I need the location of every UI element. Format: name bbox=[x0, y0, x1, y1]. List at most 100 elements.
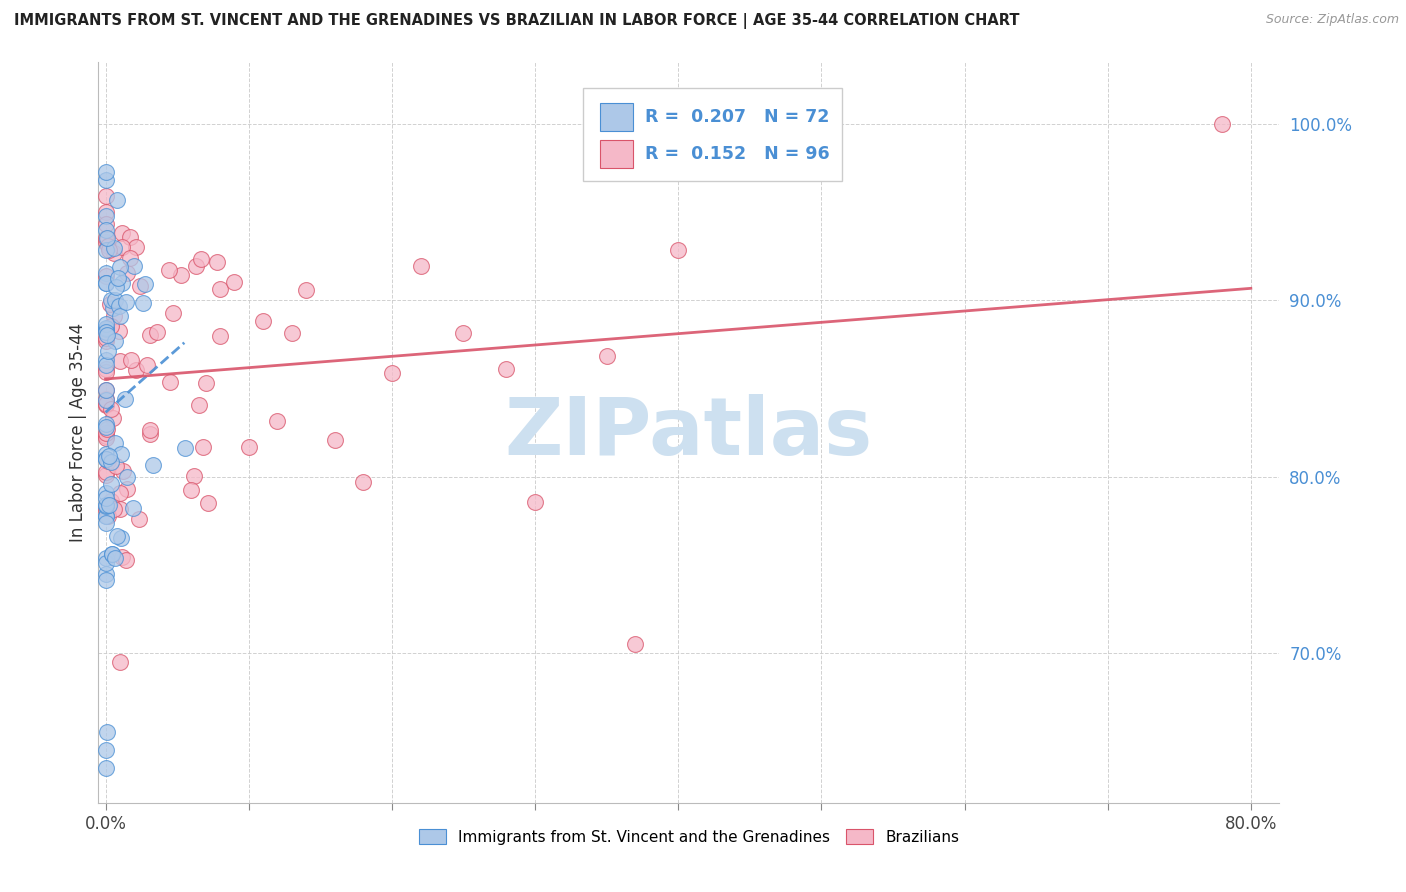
Point bbox=[94, 550, 117, 565]
Text: Source: ZipAtlas.com: Source: ZipAtlas.com bbox=[1265, 13, 1399, 27]
Point bbox=[131, 296, 153, 310]
Point bbox=[94, 428, 117, 442]
Point bbox=[114, 553, 136, 567]
Point bbox=[94, 509, 117, 524]
Point bbox=[94, 353, 117, 368]
Point bbox=[94, 465, 117, 479]
Point bbox=[174, 441, 197, 455]
Point bbox=[94, 447, 117, 461]
Point bbox=[104, 459, 127, 474]
Point bbox=[139, 426, 162, 441]
Point bbox=[118, 251, 141, 265]
Point bbox=[94, 244, 117, 258]
Point bbox=[98, 243, 121, 257]
Point bbox=[111, 227, 134, 241]
Point bbox=[98, 450, 121, 464]
Point bbox=[94, 322, 117, 336]
FancyBboxPatch shape bbox=[600, 140, 634, 169]
Text: IMMIGRANTS FROM ST. VINCENT AND THE GRENADINES VS BRAZILIAN IN LABOR FORCE | AGE: IMMIGRANTS FROM ST. VINCENT AND THE GREN… bbox=[14, 13, 1019, 29]
Point bbox=[94, 743, 117, 757]
Point bbox=[409, 259, 432, 273]
Point bbox=[94, 324, 117, 338]
Point bbox=[110, 310, 132, 324]
Point bbox=[94, 331, 117, 345]
Point bbox=[104, 293, 127, 307]
Point bbox=[107, 299, 129, 313]
Point bbox=[94, 760, 117, 774]
Point bbox=[94, 383, 117, 397]
Point bbox=[94, 358, 117, 372]
Point bbox=[96, 328, 118, 343]
Point bbox=[352, 475, 374, 489]
Point bbox=[111, 277, 134, 291]
Point bbox=[107, 270, 129, 285]
Point bbox=[94, 425, 117, 440]
Point bbox=[105, 193, 128, 207]
Point bbox=[114, 392, 136, 407]
Point bbox=[94, 321, 117, 335]
Point bbox=[94, 217, 117, 231]
Point bbox=[280, 326, 302, 340]
Point bbox=[94, 468, 117, 483]
Legend: Immigrants from St. Vincent and the Grenadines, Brazilians: Immigrants from St. Vincent and the Gren… bbox=[412, 823, 966, 851]
Point bbox=[94, 574, 117, 588]
Point bbox=[94, 399, 117, 413]
Point bbox=[145, 325, 167, 339]
Point bbox=[100, 293, 122, 307]
Point bbox=[103, 246, 125, 260]
Text: ZIPatlas: ZIPatlas bbox=[505, 393, 873, 472]
Point bbox=[624, 637, 647, 651]
Point bbox=[96, 454, 118, 468]
Point bbox=[111, 550, 134, 565]
Text: R =  0.152   N = 96: R = 0.152 N = 96 bbox=[645, 145, 830, 163]
Point bbox=[94, 392, 117, 407]
Point bbox=[105, 529, 128, 543]
Point bbox=[94, 173, 117, 187]
Point bbox=[94, 509, 117, 524]
Point bbox=[108, 655, 131, 669]
Point bbox=[100, 401, 122, 416]
Point bbox=[97, 508, 120, 523]
Point bbox=[94, 420, 117, 434]
Point bbox=[120, 353, 142, 368]
Point bbox=[94, 516, 117, 531]
Point bbox=[94, 431, 117, 445]
Point bbox=[94, 452, 117, 467]
Point bbox=[193, 441, 215, 455]
Point bbox=[94, 556, 117, 570]
Point bbox=[104, 334, 127, 348]
Point bbox=[101, 301, 124, 316]
Point bbox=[100, 494, 122, 508]
Point bbox=[98, 499, 121, 513]
Point bbox=[94, 362, 117, 376]
Point bbox=[94, 231, 117, 245]
Point bbox=[180, 483, 202, 497]
Point bbox=[100, 455, 122, 469]
Point bbox=[125, 363, 148, 377]
Point bbox=[104, 550, 127, 565]
Point bbox=[94, 451, 117, 466]
Point bbox=[1211, 117, 1233, 131]
Point bbox=[94, 165, 117, 179]
Point bbox=[453, 326, 475, 341]
Point bbox=[183, 468, 205, 483]
Point bbox=[108, 324, 131, 338]
Point bbox=[138, 328, 160, 343]
Point bbox=[100, 547, 122, 561]
Point bbox=[101, 410, 124, 425]
Point bbox=[142, 458, 165, 472]
Point bbox=[381, 366, 404, 380]
Point bbox=[110, 531, 132, 545]
Point bbox=[98, 297, 121, 311]
Point bbox=[159, 375, 181, 389]
Point bbox=[94, 189, 117, 203]
Point bbox=[209, 282, 232, 296]
Point bbox=[117, 470, 139, 484]
Point bbox=[110, 240, 132, 254]
Y-axis label: In Labor Force | Age 35-44: In Labor Force | Age 35-44 bbox=[69, 323, 87, 542]
Point bbox=[266, 414, 288, 428]
Point bbox=[94, 269, 117, 284]
Point bbox=[170, 268, 193, 282]
Point bbox=[94, 397, 117, 411]
Point bbox=[197, 496, 219, 510]
